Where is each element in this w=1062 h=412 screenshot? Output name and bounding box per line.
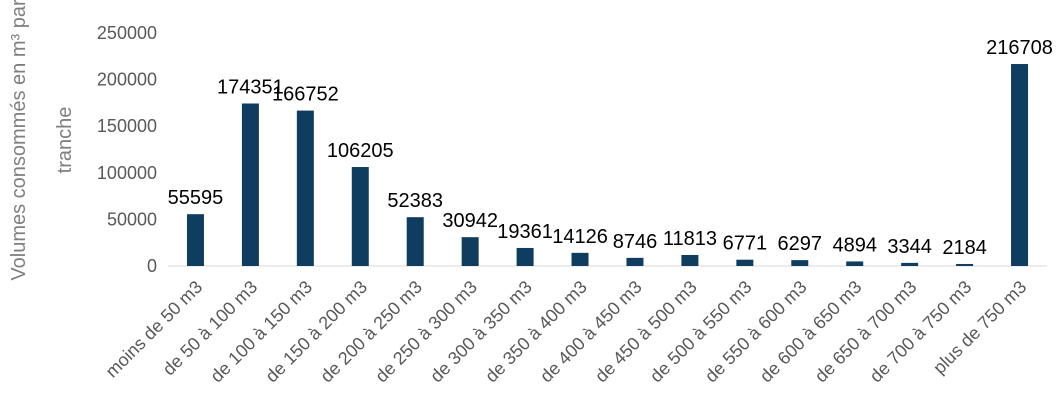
bar (1011, 64, 1029, 267)
x-tick-label: de 700 à 750 m3 (866, 277, 976, 387)
data-label: 106205 (327, 140, 394, 162)
x-tick-label: moins de 50 m3 (102, 277, 207, 382)
y-axis-label: Volumes consommés en m³ par tranche (8, 0, 76, 281)
bar (791, 260, 809, 266)
data-label: 55595 (168, 187, 224, 209)
x-tick-label: de 250 à 300 m3 (371, 277, 481, 387)
x-tick-label: de 500 à 550 m3 (646, 277, 756, 387)
y-axis-ticks: 0 50000 100000 150000 200000 250000 (97, 23, 157, 276)
bar (626, 257, 644, 266)
x-tick-label: de 550 à 600 m3 (701, 277, 811, 387)
data-label: 6297 (778, 233, 823, 255)
bar (241, 103, 259, 266)
bar (901, 262, 919, 266)
x-tick-label: de 450 à 500 m3 (591, 277, 701, 387)
y-tick-label: 200000 (97, 70, 157, 90)
data-label: 4894 (832, 234, 877, 256)
bar (516, 247, 534, 266)
data-label: 52383 (387, 190, 443, 212)
x-tick-label: de 100 à 150 m3 (206, 277, 316, 387)
bars (186, 64, 1029, 267)
bar (571, 252, 589, 266)
y-tick-label: 150000 (97, 116, 157, 136)
x-tick-label: de 650 à 700 m3 (811, 277, 921, 387)
bar (461, 237, 479, 266)
data-label: 166752 (272, 84, 339, 106)
x-tick-label: de 50 à 100 m3 (159, 277, 262, 380)
bar (846, 261, 864, 266)
x-tick-label: de 150 à 200 m3 (261, 277, 371, 387)
data-label: 8746 (613, 231, 658, 253)
y-tick-label: 0 (147, 256, 157, 276)
data-label: 2184 (942, 237, 987, 259)
x-tick-label: de 300 à 350 m3 (426, 277, 536, 387)
data-label: 174351 (217, 77, 284, 99)
x-tick-label: plus de 750 m3 (929, 277, 1030, 378)
data-label: 19361 (497, 221, 553, 243)
bar (351, 167, 369, 266)
y-tick-label: 50000 (107, 209, 157, 229)
data-label: 11813 (663, 228, 717, 250)
bar (186, 214, 204, 266)
x-tick-label: de 600 à 650 m3 (756, 277, 866, 387)
x-tick-label: de 350 à 400 m3 (481, 277, 591, 387)
bar (681, 254, 699, 266)
data-label: 30942 (442, 210, 498, 232)
y-axis-label-line-2: tranche (54, 107, 76, 174)
x-tick-label: de 400 à 450 m3 (536, 277, 646, 387)
bar (406, 217, 424, 266)
y-tick-label: 100000 (97, 163, 157, 183)
data-label: 6771 (723, 233, 768, 255)
data-label: 216708 (986, 37, 1053, 59)
y-axis-label-line-1: Volumes consommés en m³ par (8, 0, 30, 281)
y-tick-label: 250000 (97, 23, 157, 43)
bar (736, 259, 754, 266)
bar (296, 110, 314, 267)
data-label: 14126 (552, 226, 608, 248)
data-label: 3344 (887, 236, 932, 258)
x-tick-label: de 200 à 250 m3 (316, 277, 426, 387)
bar (956, 263, 974, 266)
